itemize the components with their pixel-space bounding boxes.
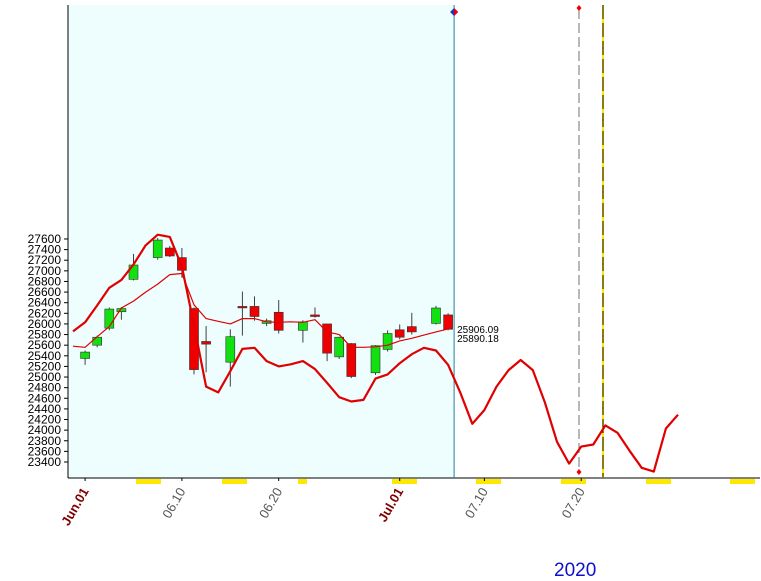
x-tick-label: Jun.01 <box>58 485 92 528</box>
candle-body <box>334 336 345 358</box>
candle <box>394 324 405 340</box>
plot-frame <box>67 5 760 479</box>
candle <box>334 336 345 359</box>
y-tick-label: 24400 <box>28 402 62 416</box>
weekend-marker <box>476 479 501 484</box>
candle-body <box>443 314 453 330</box>
y-tick-label: 25600 <box>28 338 62 352</box>
y-tick-label: 26400 <box>28 296 62 310</box>
candle <box>406 312 417 335</box>
candle-body <box>431 307 441 324</box>
candle-body <box>406 326 417 333</box>
weekend-marker <box>646 479 671 484</box>
candle <box>310 307 320 318</box>
y-tick-label: 23400 <box>28 455 62 469</box>
candle-body <box>273 311 284 331</box>
candle-body <box>104 308 115 329</box>
x-tick-label: Jul.01 <box>375 485 406 524</box>
price-label: 25890.18 <box>457 334 499 345</box>
y-tick-label: 26000 <box>28 317 62 331</box>
x-tick-label: 06.20 <box>256 485 285 521</box>
y-tick-label: 25000 <box>28 370 62 384</box>
candle-body <box>225 336 236 363</box>
y-tick-label: 27600 <box>28 232 62 246</box>
year-label: 2020 <box>554 560 596 581</box>
price-label: 25906.09 <box>457 325 499 336</box>
y-tick-label: 23600 <box>28 444 62 458</box>
candle <box>201 326 211 373</box>
weekend-markers <box>136 479 755 484</box>
y-tick-label: 27400 <box>28 243 62 257</box>
candle <box>273 300 284 334</box>
candle <box>152 237 163 260</box>
candle-body <box>189 308 199 370</box>
candle-body <box>394 329 405 338</box>
y-tick-label: 23800 <box>28 434 62 448</box>
line-series-2 <box>72 233 679 473</box>
marker-dot <box>576 469 582 475</box>
y-tick-label: 25200 <box>28 359 62 373</box>
candle-body <box>382 333 393 350</box>
candle-body <box>370 345 381 374</box>
candle <box>322 323 332 362</box>
x-tick-label: 07.20 <box>559 485 588 521</box>
candle <box>80 350 90 365</box>
weekend-marker <box>392 479 417 484</box>
y-tick-label: 27000 <box>28 264 62 278</box>
candle <box>346 343 357 379</box>
forecast-divider-area <box>68 5 455 478</box>
y-tick-label: 24800 <box>28 381 62 395</box>
y-tick-label: 25800 <box>28 328 62 342</box>
line-series-1 <box>72 272 449 348</box>
candle <box>249 296 260 321</box>
candle <box>225 329 236 387</box>
y-tick-label: 27200 <box>28 253 62 267</box>
line-series <box>72 233 679 473</box>
weekend-marker <box>730 479 755 484</box>
candle-body <box>310 314 320 317</box>
x-axis: Jun.01 06.10 06.20 Jul.01 07.10 07.20 <box>58 478 588 528</box>
candle-body <box>346 343 357 377</box>
candle-body <box>298 321 308 331</box>
candle-body <box>237 306 248 309</box>
candle <box>370 345 381 375</box>
x-tick-label: 06.10 <box>159 485 188 521</box>
candle-body <box>322 323 332 354</box>
y-tick-label: 25400 <box>28 349 62 363</box>
y-tick-label: 24600 <box>28 391 62 405</box>
y-tick-label: 26200 <box>28 306 62 320</box>
candle <box>382 330 393 352</box>
x-tick-label: 07.10 <box>462 485 491 521</box>
candle <box>165 245 175 258</box>
y-axis: 2340023600238002400024200244002460024800… <box>28 232 68 469</box>
candle-body <box>152 239 163 258</box>
candle-body <box>249 306 260 317</box>
y-tick-label: 24000 <box>28 423 62 437</box>
candle-body <box>165 247 175 257</box>
y-tick-label: 24200 <box>28 413 62 427</box>
weekend-marker <box>136 479 161 484</box>
diamond-marker <box>454 8 459 16</box>
y-tick-label: 26600 <box>28 285 62 299</box>
weekend-marker <box>222 479 247 484</box>
candle <box>431 305 441 325</box>
candle-body <box>80 351 90 359</box>
marker-dot <box>576 5 582 11</box>
candle <box>237 291 248 336</box>
weekend-marker <box>298 479 307 484</box>
candle <box>443 313 453 331</box>
candle-body <box>92 336 102 346</box>
candle <box>189 307 199 375</box>
y-tick-label: 26800 <box>28 274 62 288</box>
weekend-marker <box>561 479 586 484</box>
candle-body <box>201 341 211 345</box>
vertical-markers <box>450 5 604 478</box>
